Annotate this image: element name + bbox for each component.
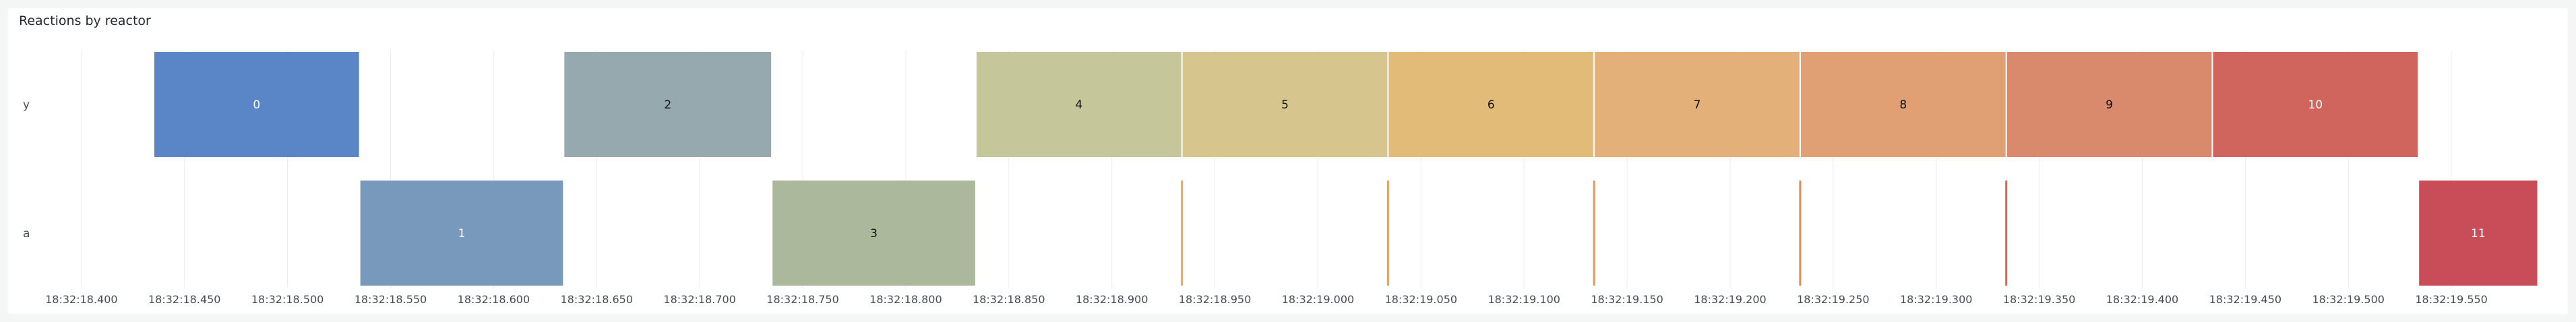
x-tick-label: 18:32:19.350 (2003, 293, 2075, 306)
x-tick-label: 18:32:19.150 (1591, 293, 1663, 306)
x-tick-label: 18:32:18.950 (1179, 293, 1251, 306)
x-tick-label: 18:32:18.450 (148, 293, 220, 306)
timeline-bar-4 (976, 52, 1182, 157)
x-tick-label: 18:32:18.550 (355, 293, 427, 306)
timeline-bar-10 (2213, 52, 2418, 157)
x-tick-label: 18:32:18.850 (973, 293, 1045, 306)
timeline-bar-label: 7 (1694, 98, 1701, 112)
timeline-bar-label: 6 (1488, 98, 1495, 112)
x-tick-label: 18:32:19.300 (1900, 293, 1972, 306)
x-tick-label: 18:32:19.450 (2209, 293, 2281, 306)
timeline-marker (1181, 181, 1184, 286)
x-tick-label: 18:32:18.750 (766, 293, 838, 306)
panel-title: Reactions by reactor (19, 13, 151, 28)
timeline-bar-label: 3 (870, 227, 878, 240)
x-tick-label: 18:32:19.100 (1488, 293, 1560, 306)
x-tick-label: 18:32:18.800 (869, 293, 942, 306)
timeline-bar-0 (154, 52, 359, 157)
x-tick-label: 18:32:18.500 (251, 293, 324, 306)
timeline-bar-label: 2 (664, 98, 671, 112)
timeline-bar-1 (360, 181, 563, 286)
timeline-bar-9 (2006, 52, 2212, 157)
x-tick-label: 18:32:18.900 (1076, 293, 1148, 306)
x-tick-label: 18:32:19.400 (2106, 293, 2178, 306)
timeline-bar-label: 1 (458, 227, 466, 240)
x-tick-label: 18:32:19.550 (2415, 293, 2487, 306)
x-tick-label: 18:32:19.200 (1694, 293, 1766, 306)
x-tick-label: 18:32:19.500 (2312, 293, 2384, 306)
x-tick-label: 18:32:18.650 (561, 293, 633, 306)
timeline-bar-label: 9 (2106, 98, 2113, 112)
x-tick-label: 18:32:18.400 (45, 293, 117, 306)
x-tick-label: 18:32:19.050 (1385, 293, 1457, 306)
timeline-bar-label: 11 (2471, 227, 2486, 240)
timeline-bar-label: 8 (1899, 98, 1907, 112)
timeline-marker (1799, 181, 1802, 286)
timeline-marker (1386, 181, 1389, 286)
row-label-a: a (23, 227, 30, 240)
timeline-bar-label: 10 (2308, 98, 2323, 112)
x-tick-label: 18:32:19.000 (1282, 293, 1354, 306)
timeline-bar-6 (1388, 52, 1594, 157)
timeline-bar-label: 5 (1281, 98, 1289, 112)
timeline-bar-label: 4 (1075, 98, 1082, 112)
timeline-bar-7 (1595, 52, 1800, 157)
timeline-bar-5 (1182, 52, 1388, 157)
timeline-bar-11 (2419, 181, 2538, 286)
row-label-y: y (23, 98, 30, 112)
x-tick-label: 18:32:18.600 (458, 293, 530, 306)
timeline-bar-2 (564, 52, 772, 157)
timeline-bar-8 (1800, 52, 2006, 157)
timeline-marker (2005, 181, 2008, 286)
timeline-bar-3 (772, 181, 975, 286)
timeline-marker (1593, 181, 1595, 286)
timeline-bar-label: 0 (253, 98, 260, 112)
x-tick-label: 18:32:19.250 (1797, 293, 1869, 306)
x-tick-label: 18:32:18.700 (663, 293, 735, 306)
